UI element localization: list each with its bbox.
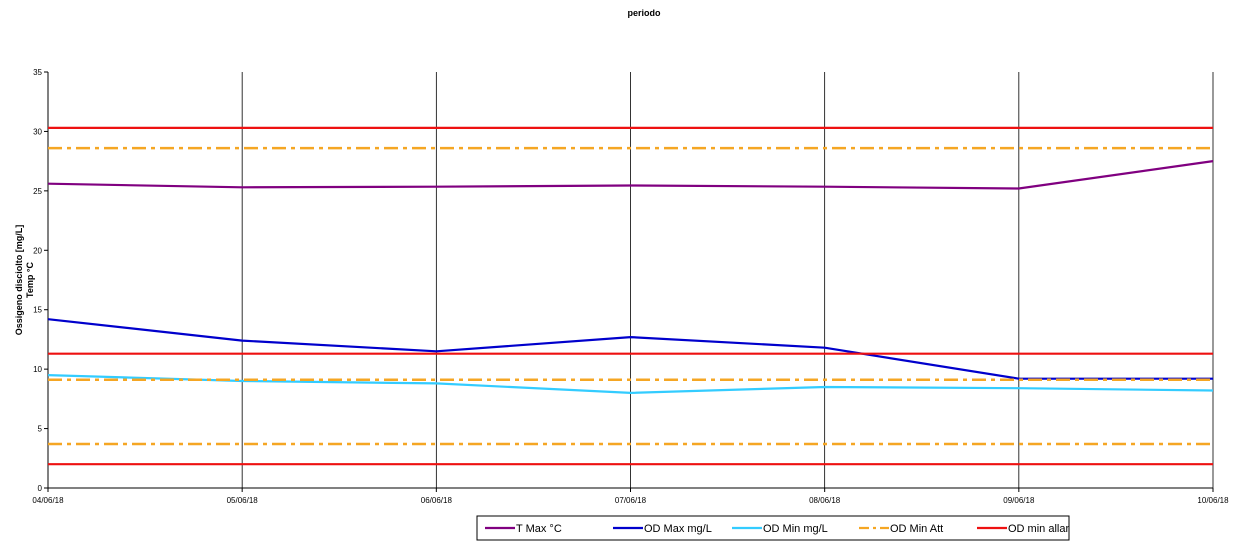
x-tick-label: 04/06/18 [32,496,64,505]
y-tick-label: 15 [33,306,42,315]
y-tick-label: 30 [33,127,42,136]
y-tick-label: 0 [38,484,43,493]
legend: T Max °C OD Max mg/L OD Min mg/L OD Min Att… [476,515,1070,541]
gridlines [241,72,1214,488]
series-line-t-max-c [47,160,1214,190]
y-tick-label: 10 [33,365,42,374]
y-tick-labels: 0 5 10 15 20 25 30 35 [33,68,48,493]
series-lines [47,126,1214,466]
y-tick-label: 5 [38,425,43,434]
y-tick-label: 20 [33,246,42,255]
y-axis-label-line-1: Ossigeno disciolto [mg/L] [14,225,24,336]
y-tick-label: 35 [33,68,42,77]
y-axis-label: Ossigeno disciolto [mg/L] Temp °C [14,225,35,336]
x-tick-label: 05/06/18 [227,496,259,505]
legend-label: OD Max mg/L [644,523,712,535]
x-tick-label: 08/06/18 [809,496,841,505]
legend-label: OD min allar [1008,523,1069,535]
x-tick-label: 06/06/18 [421,496,453,505]
x-tick-labels: 04/06/18 05/06/18 06/06/18 07/06/18 08/06/18… [32,488,1229,505]
chart-title: periodo [628,8,662,18]
x-tick-label: 09/06/18 [1003,496,1035,505]
series-line-od-min-mg-l [47,374,1214,395]
x-tick-label: 07/06/18 [615,496,647,505]
x-tick-label: 10/06/18 [1197,496,1229,505]
legend-label: T Max °C [516,523,562,535]
legend-box [476,515,1070,541]
series-line-od-max-mg-l [47,318,1213,380]
legend-label: OD Min Att [890,523,943,535]
y-tick-label: 25 [33,187,42,196]
legend-label: OD Min mg/L [763,523,828,535]
y-axis-label-line-2: Temp °C [25,262,35,298]
